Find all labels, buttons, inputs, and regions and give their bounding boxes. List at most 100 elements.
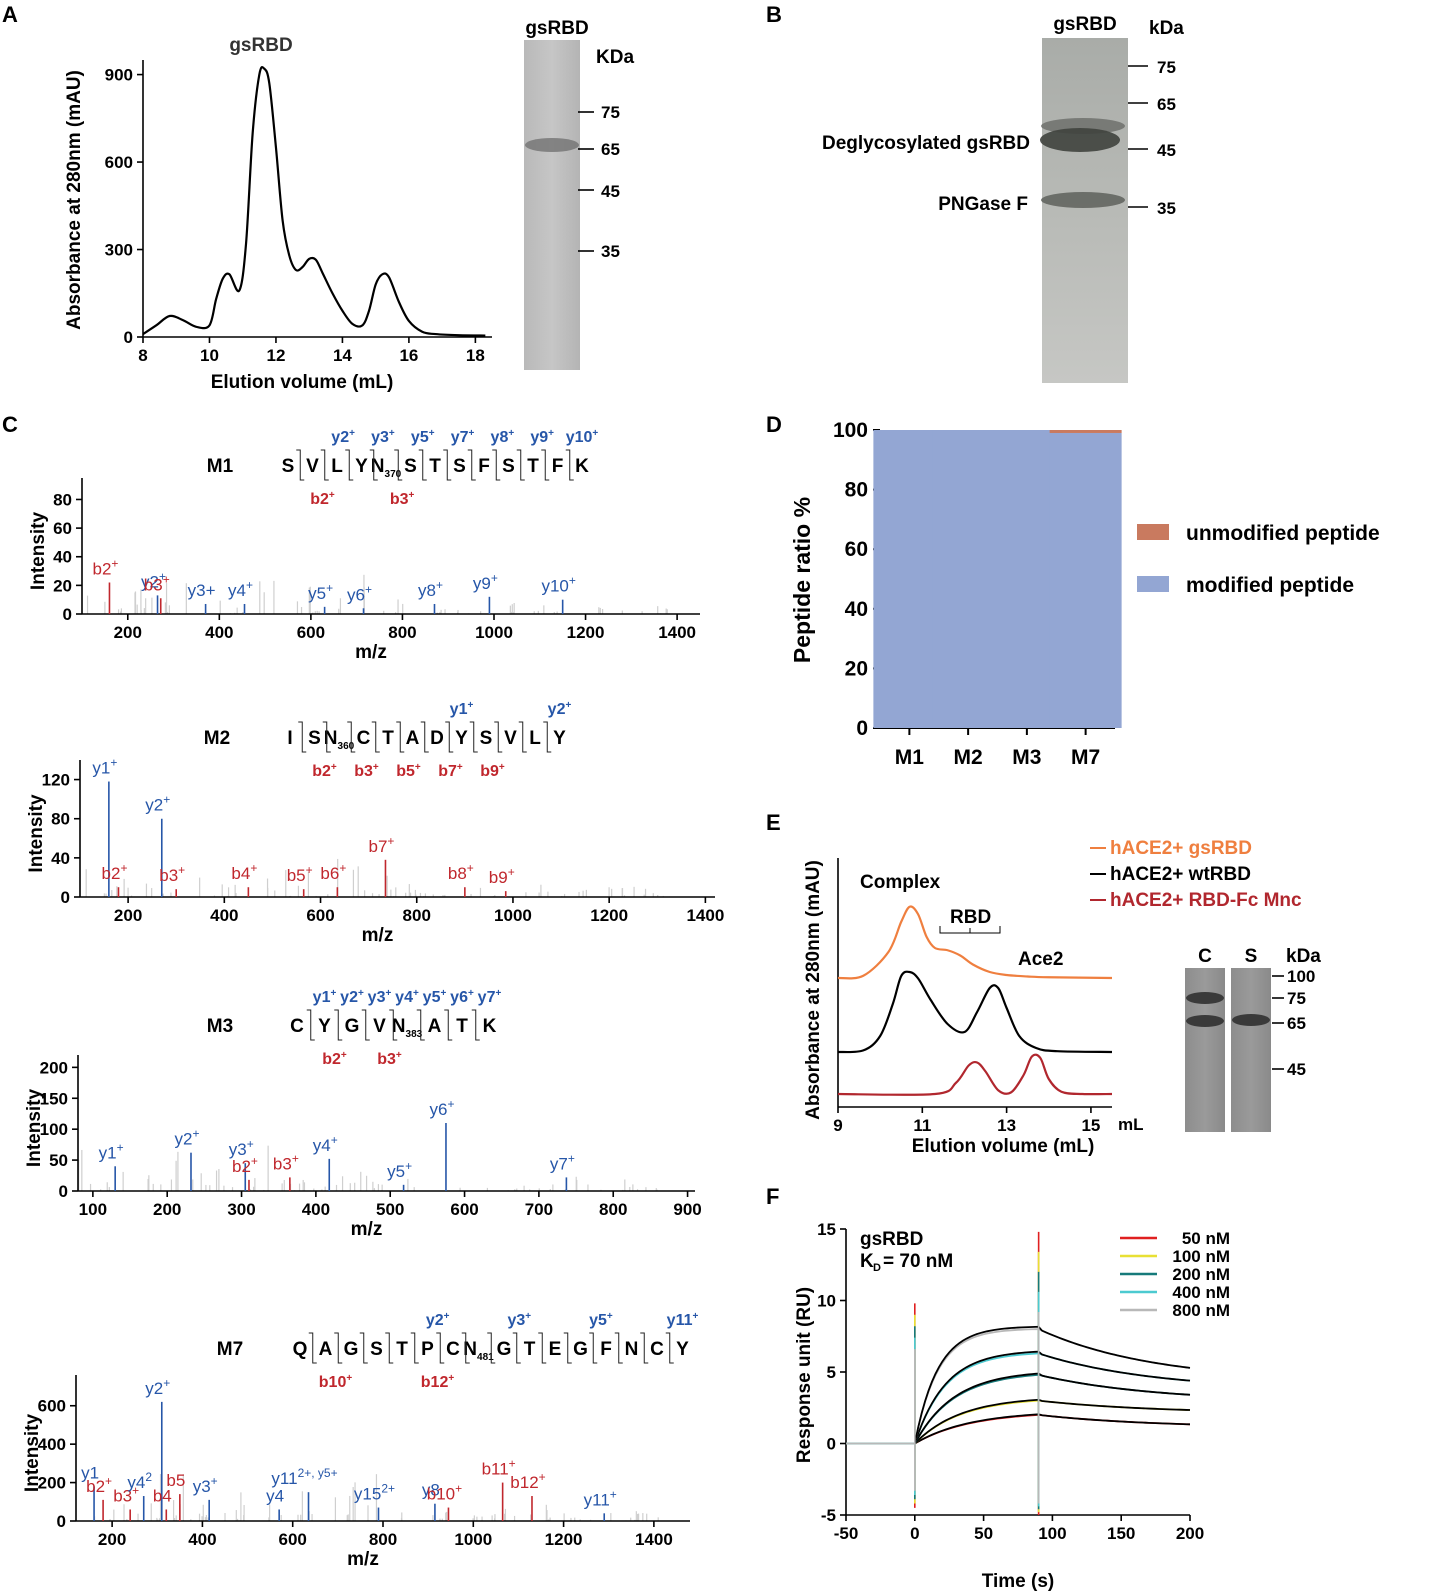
x-tick-label: 1200 <box>545 1530 583 1549</box>
residue: Y <box>553 728 566 749</box>
top-ion-label: y6+ <box>450 988 474 1006</box>
top-ion-label: y7+ <box>478 988 502 1006</box>
gel-a-unit: KDa <box>596 47 634 68</box>
cleavage-mark <box>471 1009 480 1041</box>
cleavage-mark <box>563 1332 572 1364</box>
residue: G <box>344 1339 359 1360</box>
ion-charge: + <box>396 1050 402 1061</box>
ion-charge: + <box>331 1133 338 1147</box>
ion-charge: + <box>365 582 372 596</box>
gel-band <box>1186 1015 1224 1027</box>
panel-a-gel: gsRBD KDa 75 65 45 35 <box>524 18 634 370</box>
legend-label: 800 nM <box>1172 1301 1230 1320</box>
ion-charge: + <box>387 834 394 848</box>
peptide-name: M7 <box>217 1339 243 1360</box>
ion-label: y1 <box>81 1463 99 1482</box>
peptide-name: M1 <box>207 456 234 477</box>
ion-charge: + <box>117 1140 124 1154</box>
ion-label: b7+ <box>369 834 395 856</box>
x-tick-label: 11 <box>913 1116 931 1135</box>
cleavage-mark <box>369 449 378 481</box>
ion-charge: + <box>508 865 515 879</box>
ion-label: y3+ <box>188 581 216 600</box>
legend-modified: modified peptide <box>1186 574 1354 597</box>
x-tick-label: 300 <box>227 1200 255 1219</box>
cleavage-mark <box>410 1332 419 1364</box>
residue: T <box>429 456 441 477</box>
x-tick-label: 12 <box>266 346 285 365</box>
cleavage-mark <box>418 449 427 481</box>
y-tick-label: 0 <box>827 1435 836 1454</box>
bar-segment <box>1049 432 1122 728</box>
top-ion-label: y3+ <box>371 428 395 446</box>
ion-label: y2+ <box>145 793 170 815</box>
top-ion-label: y7+ <box>451 428 475 446</box>
top-ion-label: y2+ <box>331 428 355 446</box>
x-tick-label: -50 <box>834 1524 859 1543</box>
residue: S <box>370 1339 383 1360</box>
category-label: M1 <box>895 746 924 769</box>
ion-charge: + <box>448 1373 454 1384</box>
ion-label: b4 <box>153 1486 172 1505</box>
x-tick-label: 600 <box>450 1200 478 1219</box>
x-axis-label: m/z <box>355 642 387 663</box>
ion-charge: + <box>250 861 257 875</box>
ion-charge: + <box>692 1311 698 1322</box>
residue: G <box>345 1016 360 1037</box>
panel-e-xunit: mL <box>1118 1115 1144 1134</box>
bottom-ion-label: b9+ <box>480 762 505 780</box>
ion-charge: + <box>211 1474 218 1488</box>
x-tick-label: 800 <box>388 623 416 642</box>
ion-charge: + <box>326 581 333 595</box>
cleavage-mark <box>640 1332 649 1364</box>
label-ace2: Ace2 <box>1018 949 1063 970</box>
ion-charge: + <box>251 1154 258 1168</box>
y-tick-label: 400 <box>38 1435 66 1454</box>
x-tick-label: 50 <box>974 1524 993 1543</box>
cleavage-mark <box>334 1009 343 1041</box>
ion-label: y8+ <box>418 578 443 600</box>
ion-charge: + <box>331 762 337 773</box>
marker-label: 75 <box>1157 58 1176 77</box>
bottom-ion-label: b3+ <box>377 1050 402 1068</box>
legend-label: 400 nM <box>1172 1283 1230 1302</box>
gel-band <box>1041 192 1125 208</box>
ion-charge: + <box>159 569 166 583</box>
y-tick-label: 200 <box>40 1058 68 1077</box>
marker-label: 75 <box>601 103 620 122</box>
ion-label: b2+ <box>92 557 118 579</box>
residue: A <box>406 728 420 749</box>
residue: T <box>456 1016 468 1037</box>
x-tick-label: 400 <box>205 623 233 642</box>
residue: D <box>430 728 444 749</box>
x-tick-label: 1400 <box>635 1530 673 1549</box>
cleavage-mark <box>416 1009 425 1041</box>
x-tick-label: 1000 <box>475 623 513 642</box>
ion-charge: + <box>339 861 346 875</box>
x-tick-label: 400 <box>302 1200 330 1219</box>
x-tick-label: 200 <box>153 1200 181 1219</box>
cleavage-mark <box>394 449 403 481</box>
ion-charge: + <box>306 863 313 877</box>
ion-charge: + <box>111 557 118 571</box>
cleavage-mark <box>445 721 454 753</box>
ion-label: y152+ <box>354 1482 395 1504</box>
residue: V <box>306 456 319 477</box>
y-tick-label: 50 <box>49 1151 68 1170</box>
x-tick-label: 900 <box>673 1200 701 1219</box>
gel-lane <box>1042 38 1128 383</box>
panel-label-d: D <box>766 412 782 437</box>
band-label: Deglycosylated gsRBD <box>822 133 1030 154</box>
residue: T <box>382 728 394 749</box>
x-axis-label: m/z <box>362 925 394 946</box>
x-tick-label: 800 <box>403 906 431 925</box>
gel-e-unit: kDa <box>1286 946 1321 967</box>
x-tick-label: 600 <box>279 1530 307 1549</box>
bottom-ion-label: b2+ <box>312 762 337 780</box>
ion-charge: + <box>565 700 571 711</box>
bottom-ion-label: b3+ <box>354 762 379 780</box>
ion-charge: + <box>495 988 501 999</box>
y-tick-label: 60 <box>845 538 868 561</box>
x-tick-label: 0 <box>910 1524 919 1543</box>
